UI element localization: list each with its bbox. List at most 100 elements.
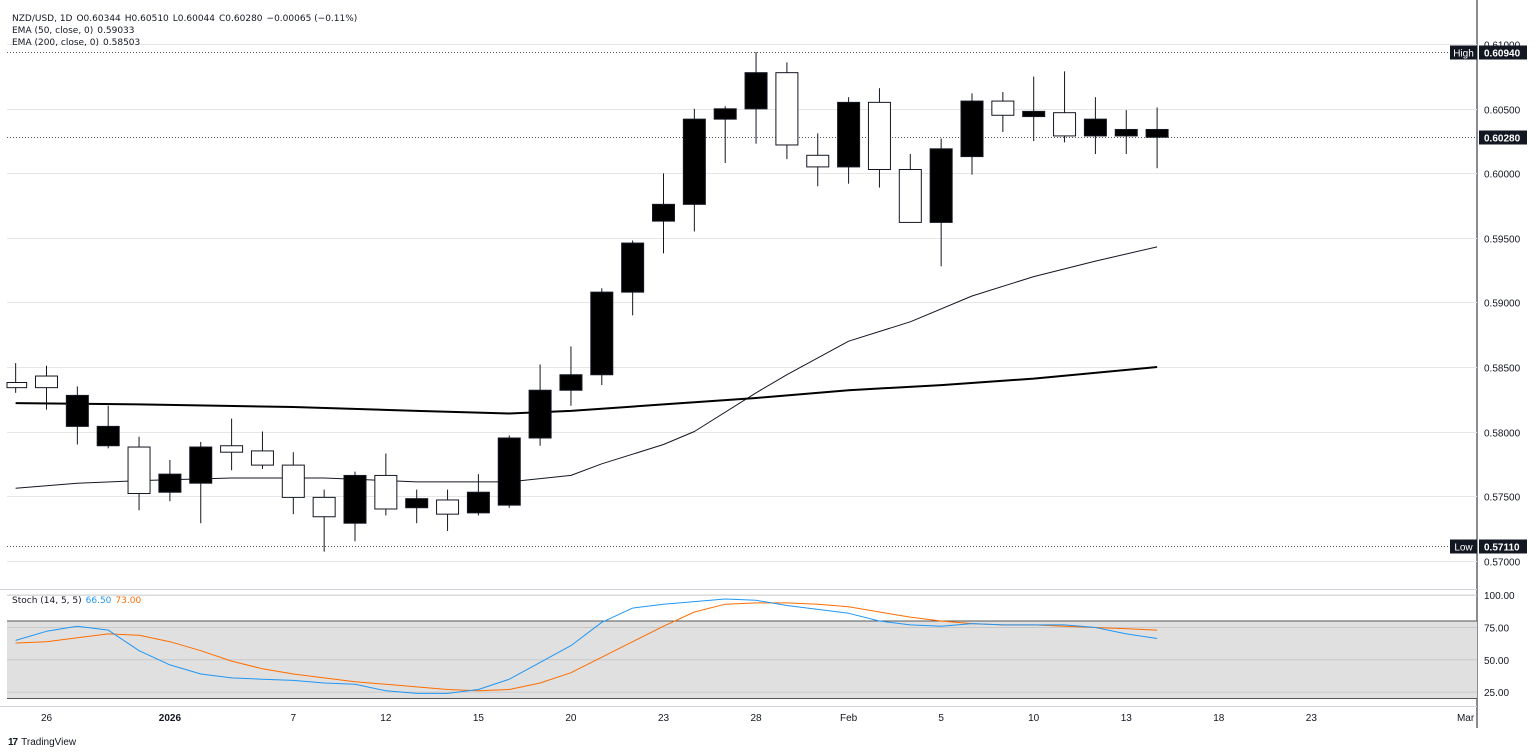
candle-up — [898, 168, 922, 223]
candle-up — [775, 72, 799, 146]
price-tick-label: 0.57000 — [1484, 558, 1521, 569]
candle-down — [1083, 118, 1107, 137]
time-tick-label: Mar — [1457, 713, 1475, 724]
time-tick-label: 13 — [1121, 713, 1133, 724]
time-tick-label: 2026 — [159, 713, 182, 724]
time-tick-label: 10 — [1028, 713, 1040, 724]
ema200-line — [15, 366, 1158, 415]
candle-down — [621, 242, 645, 293]
last-price-value: 0.60280 — [1484, 134, 1521, 145]
stoch-label: Stoch (14, 5, 5) — [12, 596, 82, 606]
stoch-tick-label: 50.00 — [1484, 656, 1509, 667]
low-value: L0.60044 — [172, 14, 216, 24]
last-price-box — [1479, 130, 1527, 145]
high-label: High — [1453, 49, 1474, 60]
low-value: 0.57110 — [1484, 543, 1520, 554]
ema50-label: EMA (50, close, 0) — [12, 26, 94, 36]
change-value: −0.00065 (−0.11%) — [266, 14, 358, 24]
candle-down — [466, 491, 490, 514]
candle-down — [960, 100, 984, 158]
high-value: H0.60510 — [124, 14, 169, 24]
open-value: O0.60344 — [76, 14, 121, 24]
candle-down — [1114, 128, 1138, 137]
candle-down — [1145, 128, 1169, 138]
time-tick-label: 23 — [658, 713, 670, 724]
candle-up — [374, 474, 398, 510]
ohlc-legend: NZD/USD, 1D O0.60344 H0.60510 L0.60044 C0.60… — [12, 14, 361, 25]
candle-up — [250, 450, 274, 466]
time-tick-label: 23 — [1306, 713, 1318, 724]
tradingview-logo-icon: 17 — [8, 737, 18, 748]
ema50-value: 0.59033 — [97, 26, 135, 36]
price-tick-label: 0.60500 — [1484, 106, 1521, 117]
candle-up — [806, 154, 830, 168]
high-label-box — [1450, 45, 1477, 60]
candle-up — [867, 101, 891, 170]
candle-up — [220, 445, 244, 453]
candle-up — [436, 499, 460, 515]
candle-up — [991, 100, 1015, 116]
candle-down — [652, 203, 675, 222]
candle-down — [65, 394, 89, 427]
high-value-box — [1479, 45, 1527, 60]
symbol-label: NZD/USD, 1D — [12, 14, 73, 24]
candle-up — [6, 381, 28, 389]
candle-down — [189, 446, 213, 484]
tradingview-brand: TradingView — [21, 737, 77, 748]
time-tick-label: 28 — [750, 713, 762, 724]
time-tick-label: 26 — [41, 713, 53, 724]
ema50-line — [15, 246, 1158, 489]
stoch-tick-label: 100.00 — [1484, 591, 1515, 602]
candle-up — [1053, 112, 1077, 137]
time-tick-label: 18 — [1213, 713, 1225, 724]
ema50-legend: EMA (50, close, 0) 0.59033 — [12, 26, 139, 37]
candle-up — [127, 446, 151, 495]
price-tick-label: 0.59000 — [1484, 299, 1521, 310]
candle-down — [497, 437, 521, 506]
candle-down — [744, 72, 768, 110]
time-tick-label: Feb — [840, 713, 858, 724]
stoch-d-value: 73.00 — [115, 596, 142, 606]
low-label: Low — [1454, 543, 1473, 554]
time-tick-label: 5 — [938, 713, 944, 724]
candle-up — [281, 464, 305, 498]
candle-down — [343, 474, 367, 524]
candle-down — [682, 118, 706, 205]
price-tick-label: 0.60000 — [1484, 170, 1521, 181]
time-tick-label: 20 — [565, 713, 577, 724]
low-label-box — [1450, 539, 1477, 554]
candle-down — [405, 498, 429, 509]
ema200-value: 0.58503 — [103, 38, 141, 48]
stoch-tick-label: 25.00 — [1484, 688, 1509, 699]
low-value-box — [1479, 539, 1527, 554]
candle-down — [837, 101, 861, 168]
ema200-label: EMA (200, close, 0) — [12, 38, 100, 48]
high-value: 0.60940 — [1484, 49, 1521, 60]
price-tick-label: 0.59500 — [1484, 235, 1521, 246]
candle-down — [559, 374, 583, 391]
time-tick-label: 15 — [473, 713, 485, 724]
stoch-d-line — [15, 602, 1158, 692]
ema200-legend: EMA (200, close, 0) 0.58503 — [12, 38, 144, 49]
price-tick-label: 0.57500 — [1484, 493, 1521, 504]
candle-down — [158, 473, 182, 493]
price-tick-label: 0.58000 — [1484, 429, 1521, 440]
stoch-k-line — [15, 598, 1158, 694]
candle-down — [929, 148, 953, 223]
tradingview-footer[interactable]: 17 TradingView — [8, 737, 76, 748]
close-value: C0.60280 — [219, 14, 263, 24]
candle-down — [590, 291, 614, 376]
candle-down — [528, 389, 552, 439]
price-tick-label: 0.58500 — [1484, 364, 1521, 375]
stoch-k-value: 66.50 — [85, 596, 112, 606]
time-tick-label: 12 — [380, 713, 392, 724]
candle-down — [1022, 110, 1046, 118]
candle-up — [35, 375, 58, 389]
candle-down — [96, 425, 120, 447]
candle-up — [312, 496, 336, 518]
stoch-legend: Stoch (14, 5, 5) 66.50 73.00 — [12, 596, 145, 607]
time-tick-label: 7 — [291, 713, 297, 724]
stoch-tick-label: 75.00 — [1484, 623, 1509, 634]
candle-down — [713, 108, 737, 120]
